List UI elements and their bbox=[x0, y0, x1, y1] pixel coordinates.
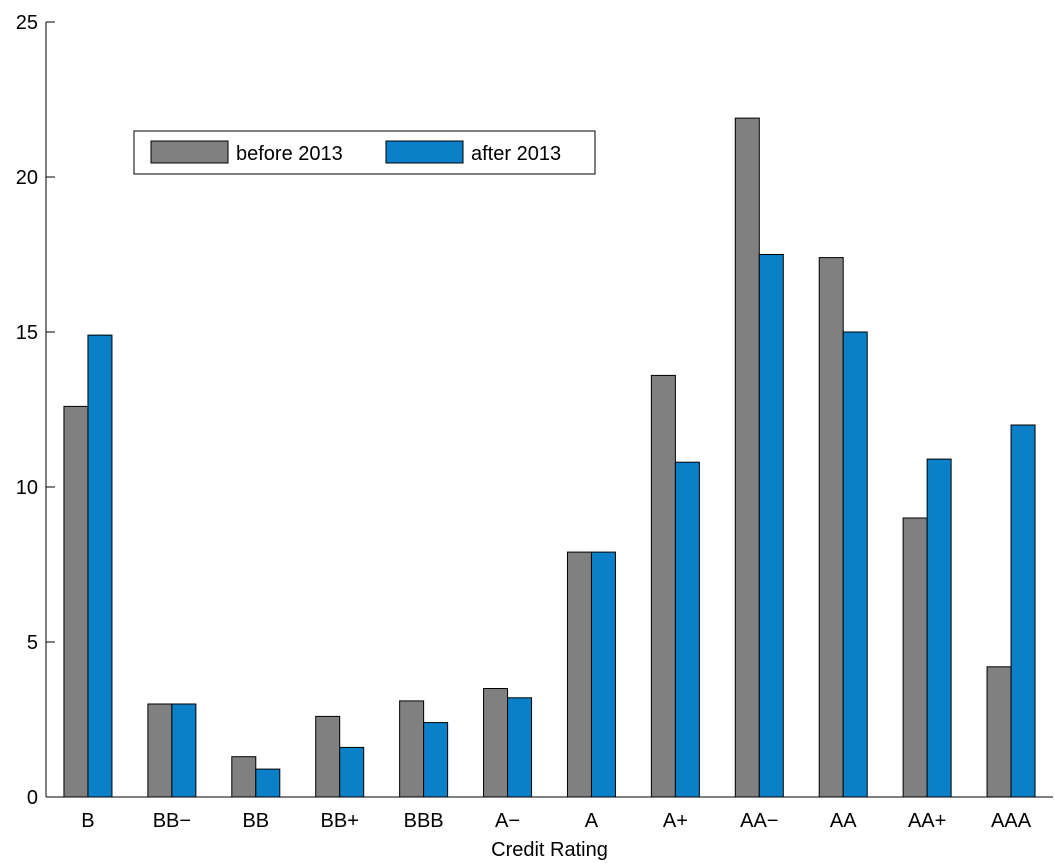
bar-after-2013 bbox=[171, 703, 197, 798]
bar-before-2013 bbox=[650, 374, 676, 798]
legend-label-before-2013: before 2013 bbox=[236, 143, 343, 165]
bar-after-2013 bbox=[507, 697, 533, 798]
bar-before-2013 bbox=[147, 703, 173, 798]
x-tick-label: BB− bbox=[153, 810, 191, 832]
bar-before-2013 bbox=[483, 688, 509, 798]
x-tick-label: A+ bbox=[663, 810, 688, 832]
legend-label-after-2013: after 2013 bbox=[471, 143, 561, 165]
y-tick-label: 10 bbox=[16, 477, 38, 499]
x-tick-label: BB+ bbox=[321, 810, 359, 832]
bar-before-2013 bbox=[902, 517, 928, 798]
x-tick-label: A− bbox=[495, 810, 520, 832]
legend-box bbox=[133, 130, 596, 175]
bar-before-2013 bbox=[734, 117, 760, 798]
legend: before 2013 after 2013 bbox=[133, 130, 596, 175]
bar-before-2013 bbox=[231, 756, 257, 798]
bar-after-2013 bbox=[339, 746, 365, 798]
x-tick-label: AA+ bbox=[908, 810, 946, 832]
bar-after-2013 bbox=[926, 458, 952, 798]
y-tick-label: 5 bbox=[27, 632, 38, 654]
bars bbox=[63, 117, 1036, 798]
bar-after-2013 bbox=[842, 331, 868, 798]
bar-after-2013 bbox=[1010, 424, 1036, 798]
bar-after-2013 bbox=[255, 768, 281, 798]
x-tick-label: AA− bbox=[740, 810, 778, 832]
legend-swatch-before-2013 bbox=[150, 140, 229, 164]
bar-before-2013 bbox=[399, 700, 425, 798]
y-tick-label: 20 bbox=[16, 167, 38, 189]
bar-after-2013 bbox=[423, 722, 449, 798]
y-tick-label: 25 bbox=[16, 12, 38, 34]
bar-before-2013 bbox=[986, 666, 1012, 798]
bar-before-2013 bbox=[63, 405, 89, 798]
x-tick-label: BB bbox=[242, 810, 269, 832]
bar-before-2013 bbox=[315, 715, 341, 798]
x-tick-label: BBB bbox=[404, 810, 444, 832]
x-tick-label: AAA bbox=[991, 810, 1032, 832]
bar-before-2013 bbox=[818, 257, 844, 798]
y-tick-label: 15 bbox=[16, 322, 38, 344]
y-tick-label: 0 bbox=[27, 787, 38, 809]
x-tick-label: AA bbox=[830, 810, 857, 832]
axes bbox=[45, 21, 1053, 798]
bar-after-2013 bbox=[590, 551, 616, 798]
bar-after-2013 bbox=[758, 254, 784, 798]
x-axis-title: Credit Rating bbox=[491, 839, 608, 861]
bar-before-2013 bbox=[566, 551, 592, 798]
bar-after-2013 bbox=[674, 461, 700, 798]
legend-swatch-after-2013 bbox=[385, 140, 464, 164]
bar-after-2013 bbox=[87, 334, 113, 798]
x-tick-label: B bbox=[81, 810, 94, 832]
x-tick-label: A bbox=[585, 810, 599, 832]
